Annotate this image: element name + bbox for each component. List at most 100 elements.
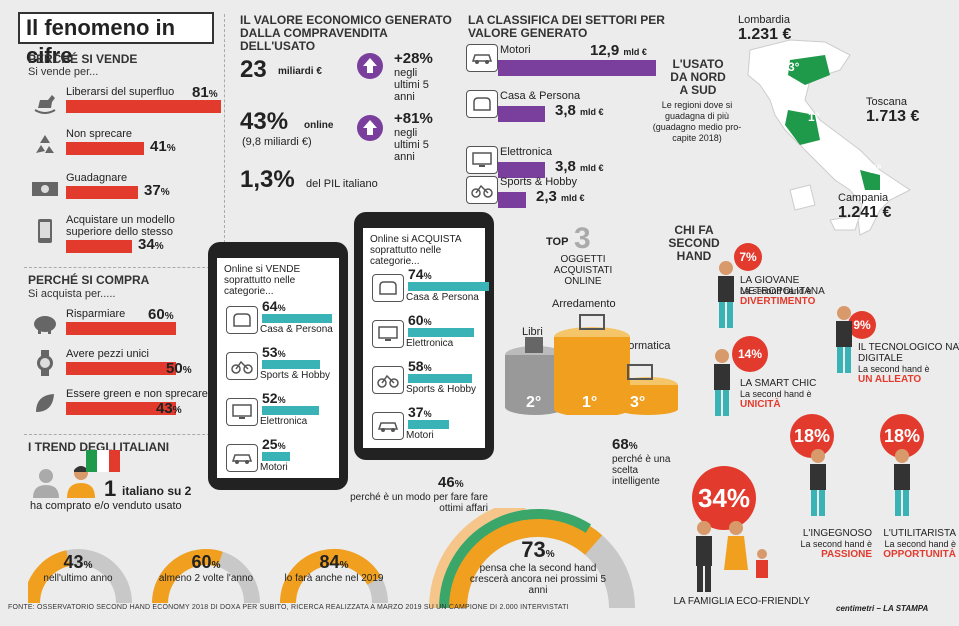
arrow-up-icon — [356, 52, 384, 85]
region-name: Campania — [838, 192, 889, 204]
phone-item-bar — [262, 314, 332, 323]
profile-sub: La second hand è — [800, 539, 872, 549]
page-title: Il fenomeno in cifre — [18, 12, 214, 68]
region-rank: 3° — [788, 60, 800, 74]
phone-sell-heading: Online si VENDE soprattutto nelle catego… — [224, 264, 301, 297]
phone-item-label: Motori — [260, 462, 288, 473]
profile-percent: 18% — [790, 414, 834, 458]
phone-item-label: Motori — [406, 430, 434, 441]
sector-value: 12,9 mld € — [590, 42, 647, 59]
phone-item-bar — [408, 328, 474, 337]
profile-percent: 34% — [692, 466, 756, 530]
sector-bar — [498, 162, 545, 178]
donut-fill — [152, 549, 223, 604]
profile-key: UNICITÀ — [740, 399, 781, 410]
top3-heading: OGGETTI ACQUISTATI ONLINE — [553, 254, 613, 287]
economic-value-3: 1,3% — [240, 166, 295, 193]
buy-item-label: Essere green e non sprecare — [66, 388, 208, 400]
top3-third-rank: 3° — [630, 394, 646, 411]
economic-unit-2: online — [304, 120, 334, 131]
donut-label: 84% lo farà anche nel 2019 — [284, 552, 384, 584]
donut-label: 43% nell'ultimo anno — [43, 552, 113, 584]
phone-item-bar — [262, 406, 319, 415]
credit: centimetri – LA STAMPA — [836, 604, 929, 613]
profile-name: LA GIOVANE METROPOLITANA — [740, 275, 825, 297]
buy-bar — [66, 362, 176, 375]
top3-top: TOP — [546, 236, 569, 248]
profile-name: L'UTILITARISTA — [883, 528, 956, 539]
profile-key: UN ALLEATO — [858, 374, 922, 385]
sell-item-label: Guadagnare — [66, 172, 128, 184]
phone-item-value: 25% — [262, 436, 286, 452]
profile-sub: La second hand è — [740, 286, 812, 296]
phone-item-value: 37% — [408, 404, 432, 420]
economic-unit-3: del PIL italiano — [306, 178, 378, 190]
phone-item-bar — [262, 360, 320, 369]
person-icon — [890, 448, 914, 523]
divider — [24, 434, 220, 436]
profile-key: PASSIONE — [821, 549, 872, 560]
arc-note-1-value: 46% — [438, 474, 464, 491]
monitor-icon — [466, 146, 498, 174]
trend-line2: ha comprato e/o venduto usato — [30, 500, 182, 512]
phone-item-bar — [408, 420, 449, 429]
profile-percent: 14% — [732, 336, 768, 372]
phone-buy-heading: Online si ACQUISTA soprattutto nelle cat… — [370, 234, 461, 267]
growth-1: +28% — [394, 50, 433, 67]
italy-map — [747, 39, 911, 236]
sell-item-value: 37% — [144, 182, 170, 199]
sector-value: 3,8 mld € — [555, 158, 604, 175]
family-icon — [690, 520, 780, 597]
top3-second-rank: 2° — [526, 394, 542, 411]
economic-heading: IL VALORE ECONOMICO GENERATO DALLA COMPR… — [240, 13, 452, 53]
trend-heading: I TREND DEGLI ITALIANI — [28, 440, 170, 454]
profile-sub: La second hand è — [884, 539, 956, 549]
phone-item-bar — [262, 452, 290, 461]
phone-item-label: Sports & Hobby — [406, 384, 477, 395]
person-icon — [806, 448, 830, 523]
sector-label: Casa & Persona — [500, 90, 581, 102]
phone-item-label: Casa & Persona — [260, 324, 333, 335]
arc-note-2-value: 68% — [612, 436, 638, 453]
sell-item-value: 34% — [138, 236, 164, 253]
car-icon — [372, 412, 404, 440]
phone-item-bar — [408, 374, 472, 383]
region-value: 1.241 € — [838, 204, 892, 221]
phone-item-bar — [408, 282, 489, 291]
person-gray-icon — [32, 468, 60, 503]
donut-fill — [441, 510, 603, 608]
sell-heading: PERCHÉ SI VENDE — [28, 52, 138, 66]
trend-line1: italiano su 2 — [122, 484, 192, 498]
phone-item-value: 53% — [262, 344, 286, 360]
sell-item-value: 41% — [150, 138, 176, 155]
phone-item-label: Elettronica — [406, 338, 454, 349]
profile-name: LA FAMIGLIA ECO-FRIENDLY — [673, 596, 810, 607]
sector-bar — [498, 192, 526, 208]
cash-icon — [28, 174, 62, 204]
top3-second-label: Libri — [522, 326, 543, 338]
phone-item-value: 64% — [262, 298, 286, 314]
watch-icon — [28, 348, 62, 378]
chair-icon — [579, 314, 605, 330]
economic-value-2: 43% — [240, 108, 289, 135]
top3-first-rank: 1° — [582, 394, 598, 411]
phone-item-value: 74% — [408, 266, 432, 282]
profile-sub: La second hand è — [858, 364, 930, 374]
sell-bar — [66, 100, 221, 113]
donut-label: 60% almeno 2 volte l'anno — [158, 552, 254, 584]
economic-sub-2: (9,8 miliardi €) — [242, 136, 312, 148]
piggy-bank-icon — [28, 308, 62, 338]
top3-number: 3 — [574, 222, 591, 255]
sell-subheading: Si vende per... — [28, 66, 99, 78]
sector-label: Elettronica — [500, 146, 552, 158]
person-icon — [710, 348, 734, 423]
top3-first-label: Arredamento — [552, 298, 616, 310]
profile-name: L'INGEGNOSO — [802, 528, 872, 539]
recycle-icon — [28, 130, 62, 160]
sectors-heading: LA CLASSIFICA DEI SETTORI PER VALORE GEN… — [468, 13, 665, 40]
profile-key: OPPORTUNITÀ — [883, 549, 956, 560]
monitor-icon — [372, 320, 404, 348]
buy-item-value: 60% — [148, 306, 174, 323]
phone-item-value: 60% — [408, 312, 432, 328]
economic-unit-1: miliardi € — [278, 66, 322, 77]
